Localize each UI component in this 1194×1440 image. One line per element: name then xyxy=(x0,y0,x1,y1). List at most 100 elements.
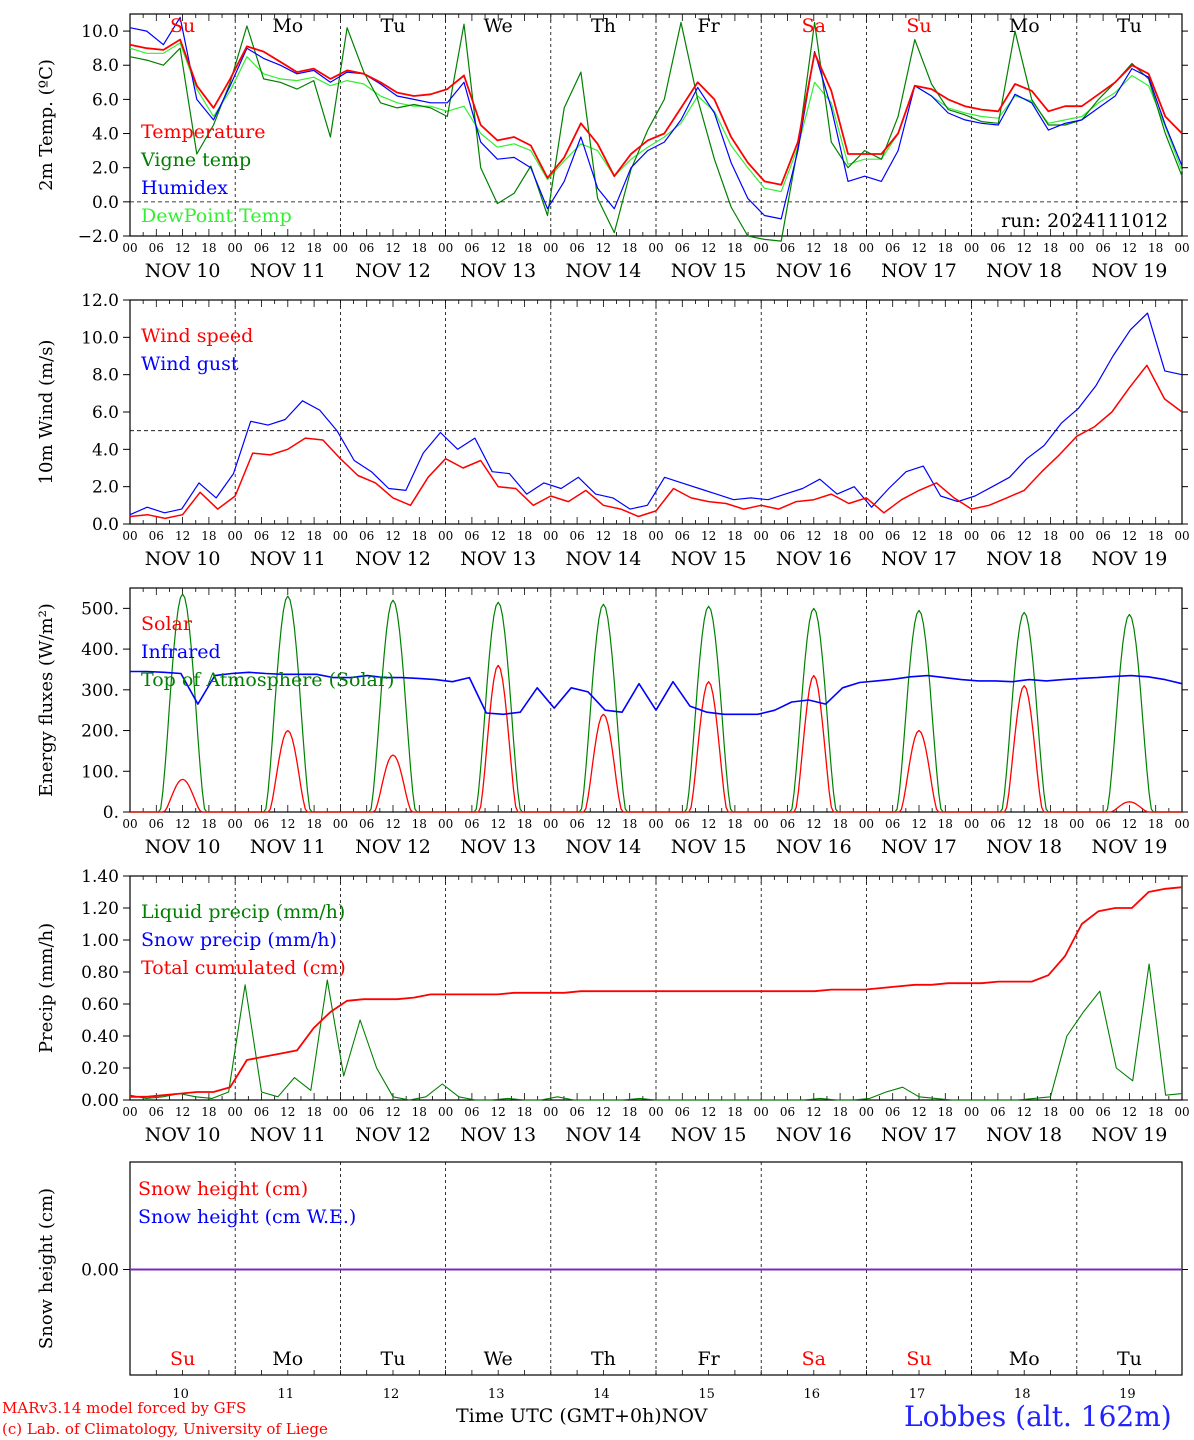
weekday-label: We xyxy=(484,15,513,37)
day-tick-label: NOV 14 xyxy=(565,260,641,282)
hour-tick-label: 12 xyxy=(491,817,506,831)
y-tick-label: 6.0 xyxy=(92,90,119,110)
weekday-label: Fr xyxy=(697,15,720,37)
legend-entry: Wind gust xyxy=(141,353,239,375)
hour-tick-label: 00 xyxy=(543,1105,558,1119)
hour-tick-label: 12 xyxy=(385,241,400,255)
hour-tick-label: 18 xyxy=(1148,529,1163,543)
weekday-label: Su xyxy=(170,1348,195,1370)
hour-tick-label: 06 xyxy=(464,241,479,255)
day-tick-label: NOV 11 xyxy=(250,548,326,570)
day-number-label: 10 xyxy=(172,1387,189,1402)
hour-tick-label: 00 xyxy=(122,1105,137,1119)
hour-tick-label: 18 xyxy=(306,241,321,255)
hour-tick-label: 12 xyxy=(701,817,716,831)
hour-tick-label: 18 xyxy=(1148,1105,1163,1119)
hour-tick-label: 12 xyxy=(596,817,611,831)
day-number-label: 16 xyxy=(804,1387,821,1402)
weekday-label: Mo xyxy=(272,1348,303,1370)
y-tick-label: 200. xyxy=(81,722,119,742)
hour-tick-label: 06 xyxy=(1095,241,1110,255)
hour-tick-label: 00 xyxy=(648,1105,663,1119)
y-axis-label: Snow height (cm) xyxy=(36,1188,57,1349)
hour-tick-label: 06 xyxy=(780,241,795,255)
day-tick-label: NOV 14 xyxy=(565,1124,641,1146)
hour-tick-label: 12 xyxy=(911,529,926,543)
hour-tick-label: 06 xyxy=(990,241,1005,255)
day-tick-label: NOV 15 xyxy=(671,836,747,858)
hour-tick-label: 06 xyxy=(149,529,164,543)
y-tick-label: 8.0 xyxy=(92,56,119,76)
hour-tick-label: 06 xyxy=(359,529,374,543)
hour-tick-label: 00 xyxy=(1069,817,1084,831)
hour-tick-label: 00 xyxy=(964,529,979,543)
hour-tick-label: 12 xyxy=(280,241,295,255)
hour-tick-label: 00 xyxy=(648,529,663,543)
day-tick-label: NOV 15 xyxy=(671,548,747,570)
hour-tick-label: 18 xyxy=(517,817,532,831)
hour-tick-label: 00 xyxy=(1174,529,1189,543)
hour-tick-label: 12 xyxy=(491,1105,506,1119)
day-tick-label: NOV 19 xyxy=(1091,548,1167,570)
hour-tick-label: 18 xyxy=(727,241,742,255)
day-number-label: 12 xyxy=(383,1387,400,1402)
hour-tick-label: 12 xyxy=(701,529,716,543)
day-tick-label: NOV 10 xyxy=(145,836,221,858)
legend-entry: Snow height (cm W.E.) xyxy=(138,1206,356,1228)
hour-tick-label: 18 xyxy=(727,1105,742,1119)
legend-entry: Snow precip (mm/h) xyxy=(141,929,337,951)
hour-tick-label: 12 xyxy=(175,241,190,255)
weekday-label: Su xyxy=(906,1348,931,1370)
model-credit: MARv3.14 model forced by GFS xyxy=(2,1399,247,1417)
day-tick-label: NOV 13 xyxy=(460,1124,536,1146)
hour-tick-label: 00 xyxy=(543,241,558,255)
hour-tick-label: 00 xyxy=(543,529,558,543)
hour-tick-label: 18 xyxy=(1043,241,1058,255)
day-tick-label: NOV 17 xyxy=(881,260,957,282)
day-tick-label: NOV 15 xyxy=(671,1124,747,1146)
hour-tick-label: 18 xyxy=(517,241,532,255)
hour-tick-label: 12 xyxy=(385,817,400,831)
hour-tick-label: 00 xyxy=(228,529,243,543)
cumulated-precip-line xyxy=(130,886,1183,1098)
hour-tick-label: 12 xyxy=(911,241,926,255)
hour-tick-label: 18 xyxy=(727,817,742,831)
hour-tick-label: 00 xyxy=(1174,817,1189,831)
day-tick-label: NOV 11 xyxy=(250,836,326,858)
hour-tick-label: 12 xyxy=(1017,817,1032,831)
hour-tick-label: 18 xyxy=(1043,529,1058,543)
hour-tick-label: 06 xyxy=(569,241,584,255)
hour-tick-label: 00 xyxy=(648,241,663,255)
hour-tick-label: 18 xyxy=(517,529,532,543)
weekday-label: Mo xyxy=(272,15,303,37)
hour-tick-label: 18 xyxy=(622,529,637,543)
weekday-label: Su xyxy=(906,15,931,37)
hour-tick-label: 18 xyxy=(201,241,216,255)
hour-tick-label: 00 xyxy=(1069,1105,1084,1119)
day-tick-label: NOV 17 xyxy=(881,548,957,570)
day-tick-label: NOV 16 xyxy=(776,260,852,282)
y-axis-label: Precip (mm/h) xyxy=(36,923,57,1053)
hour-tick-label: 18 xyxy=(412,529,427,543)
weekday-label: Th xyxy=(591,15,616,37)
hour-tick-label: 12 xyxy=(1122,1105,1137,1119)
y-tick-label: 2.0 xyxy=(92,478,119,498)
hour-tick-label: 06 xyxy=(990,817,1005,831)
hour-tick-label: 12 xyxy=(491,529,506,543)
y-tick-label: 0.00 xyxy=(81,1261,119,1281)
panel-frame xyxy=(129,587,1183,813)
day-tick-label: NOV 18 xyxy=(986,260,1062,282)
y-tick-label: 0.80 xyxy=(81,963,119,983)
hour-tick-label: 00 xyxy=(754,1105,769,1119)
legend-entry: Total cumulated (cm) xyxy=(141,957,346,979)
time-axis-title: Time UTC (GMT+0h)NOV xyxy=(456,1405,707,1427)
hour-tick-label: 18 xyxy=(832,241,847,255)
y-tick-label: 100. xyxy=(81,762,119,782)
day-tick-label: NOV 18 xyxy=(986,836,1062,858)
day-tick-label: NOV 16 xyxy=(776,836,852,858)
hour-tick-label: 12 xyxy=(280,1105,295,1119)
hour-tick-label: 18 xyxy=(622,241,637,255)
hour-tick-label: 06 xyxy=(149,241,164,255)
hour-tick-label: 00 xyxy=(438,529,453,543)
hour-tick-label: 00 xyxy=(438,817,453,831)
